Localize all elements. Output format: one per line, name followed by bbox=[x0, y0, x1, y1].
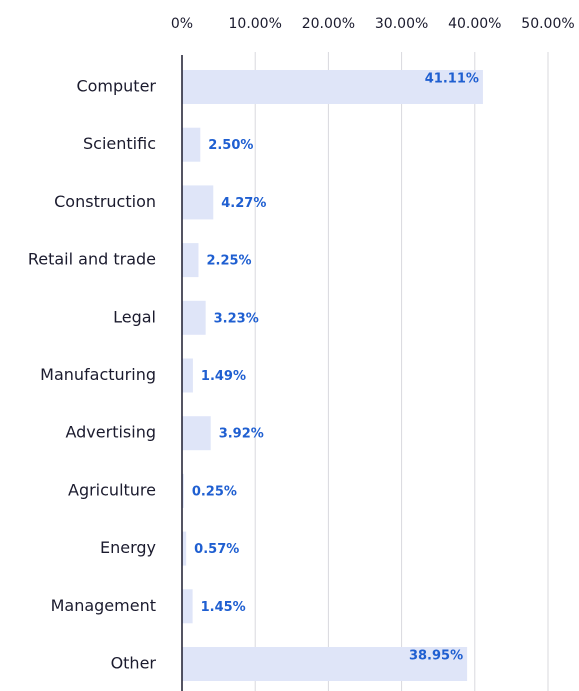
bar bbox=[182, 647, 468, 681]
category-label: Legal bbox=[113, 307, 156, 326]
bar bbox=[182, 416, 211, 451]
category-label: Other bbox=[111, 654, 157, 673]
value-label: 4.27% bbox=[221, 196, 266, 211]
value-label: 2.25% bbox=[206, 254, 251, 269]
bar bbox=[182, 589, 193, 624]
value-label: 0.25% bbox=[192, 484, 237, 499]
value-label: 0.57% bbox=[194, 542, 239, 557]
category-label: Manufacturing bbox=[40, 365, 156, 384]
category-label: Scientific bbox=[83, 134, 156, 153]
value-label: 3.92% bbox=[219, 427, 264, 442]
value-label: 1.49% bbox=[201, 369, 246, 384]
bar bbox=[182, 531, 187, 566]
value-label: 2.50% bbox=[208, 138, 253, 153]
x-tick-label: 50.00% bbox=[521, 16, 574, 32]
bar bbox=[182, 300, 206, 335]
value-label: 38.95% bbox=[409, 649, 463, 664]
bar bbox=[182, 473, 184, 508]
value-label: 3.23% bbox=[214, 311, 259, 326]
x-tick-label: 40.00% bbox=[448, 16, 501, 32]
category-label: Retail and trade bbox=[28, 250, 156, 269]
bar bbox=[182, 70, 483, 104]
x-tick-label: 10.00% bbox=[229, 16, 282, 32]
value-label: 41.11% bbox=[425, 72, 479, 87]
bar bbox=[182, 243, 199, 278]
bar bbox=[182, 127, 201, 162]
x-tick-label: 30.00% bbox=[375, 16, 428, 32]
bar bbox=[182, 358, 193, 393]
category-label: Agriculture bbox=[68, 480, 156, 499]
category-label: Computer bbox=[76, 77, 156, 96]
x-tick-label: 20.00% bbox=[302, 16, 355, 32]
category-label: Energy bbox=[100, 538, 156, 557]
category-label: Construction bbox=[54, 192, 156, 211]
bar bbox=[182, 185, 214, 220]
value-label: 1.45% bbox=[201, 600, 246, 615]
category-label: Advertising bbox=[65, 423, 156, 442]
x-tick-label: 0% bbox=[171, 16, 193, 32]
category-label: Management bbox=[51, 596, 156, 615]
